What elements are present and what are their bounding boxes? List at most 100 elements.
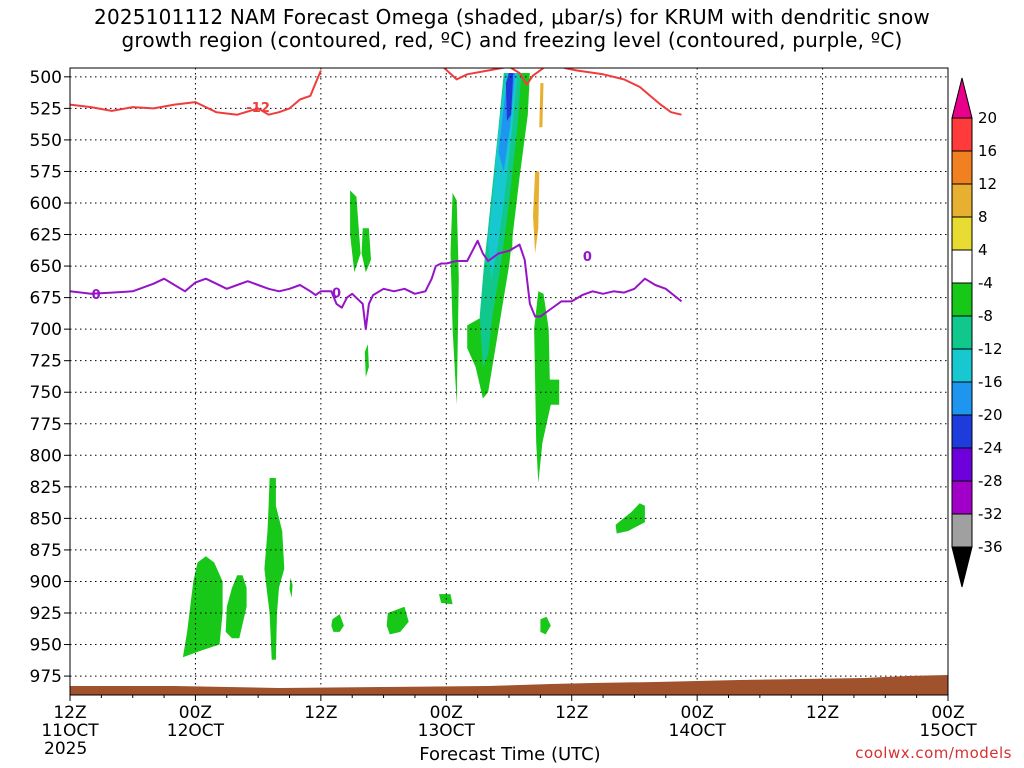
colorbar-label-0: 20 xyxy=(978,109,997,127)
chart-title-line-2: growth region (contoured, red, ºC) and f… xyxy=(121,28,903,52)
omega-region-5 xyxy=(361,228,371,273)
credit-link[interactable]: coolwx.com/models xyxy=(855,744,1012,762)
colorbar-band-8 xyxy=(951,348,973,383)
freezing-level-contour xyxy=(70,239,683,331)
x-tick-date-36: 13OCT xyxy=(418,721,476,741)
chart-title: 2025101112 NAM Forecast Omega (shaded, μ… xyxy=(0,6,1024,52)
omega-region-27 xyxy=(331,614,344,632)
colorbar-label-2: 12 xyxy=(978,175,997,193)
year-label: 2025 xyxy=(44,739,88,759)
colorbar-label-12: -32 xyxy=(978,505,1003,523)
omega-region-28 xyxy=(386,606,409,635)
colorbar-band-5 xyxy=(951,249,973,284)
colorbar-label-7: -12 xyxy=(978,340,1003,358)
colorbar-band-10 xyxy=(951,414,973,449)
x-tick-label-12: 00Z xyxy=(179,703,212,723)
y-tick-label-775: 775 xyxy=(30,415,62,435)
omega-shading xyxy=(182,73,645,660)
y-tick-label-650: 650 xyxy=(30,257,62,277)
colorbar-label-9: -20 xyxy=(978,406,1003,424)
colorbar-label-1: 16 xyxy=(978,142,997,160)
x-tick-label-84: 00Z xyxy=(931,703,964,723)
colorbar-label-8: -16 xyxy=(978,373,1003,391)
colorbar-label-5: -4 xyxy=(978,274,993,292)
omega-region-8 xyxy=(397,76,407,128)
x-tick-date-84: 15OCT xyxy=(919,721,977,741)
colorbar-label-13: -36 xyxy=(978,538,1003,556)
y-tick-label-675: 675 xyxy=(30,289,62,309)
x-tick-date-0: 11OCT xyxy=(41,721,99,741)
y-tick-label-725: 725 xyxy=(30,352,62,372)
colorbar-label-4: 4 xyxy=(978,241,988,259)
dendritic-snow-label: -12 xyxy=(246,101,270,116)
colorbar-band-13 xyxy=(951,513,973,548)
y-axis-ticks: 500 525 550 575 600 625 650 675 700 725 750 775 800 8… xyxy=(30,68,70,687)
omega-region-0 xyxy=(284,73,315,134)
colorbar-bottom-arrow xyxy=(951,546,973,588)
terrain-surface xyxy=(70,675,948,695)
omega-region-24 xyxy=(225,575,247,639)
colorbar-label-10: -24 xyxy=(978,439,1003,457)
colorbar-band-9 xyxy=(951,381,973,416)
x-tick-date-60: 14OCT xyxy=(669,721,727,741)
colorbar-label-11: -28 xyxy=(978,472,1003,490)
x-axis-label: Forecast Time (UTC) xyxy=(419,744,601,765)
colorbar-band-1 xyxy=(951,117,973,152)
dendritic-snow-contour xyxy=(70,70,322,116)
colorbar-band-11 xyxy=(951,447,973,482)
colorbar-band-6 xyxy=(951,282,973,317)
grid-lines xyxy=(70,68,948,695)
x-tick-label-60: 00Z xyxy=(681,703,714,723)
y-tick-label-750: 750 xyxy=(30,383,62,403)
omega-region-20 xyxy=(533,171,540,254)
y-tick-label-900: 900 xyxy=(30,572,62,592)
y-tick-label-550: 550 xyxy=(30,131,62,151)
omega-region-22 xyxy=(534,291,560,484)
y-tick-label-625: 625 xyxy=(30,226,62,246)
colorbar-band-2 xyxy=(951,150,973,185)
omega-region-32 xyxy=(509,541,513,563)
y-tick-label-700: 700 xyxy=(30,320,62,340)
omega-region-10 xyxy=(329,455,335,513)
omega-region-30 xyxy=(540,616,551,635)
omega-region-23 xyxy=(182,556,223,658)
omega-region-1 xyxy=(297,73,307,96)
colorbar-band-4 xyxy=(951,216,973,251)
freezing-level-label-0: 0 xyxy=(92,288,101,303)
omega-region-4 xyxy=(350,190,361,273)
y-tick-label-825: 825 xyxy=(30,478,62,498)
y-tick-label-575: 575 xyxy=(30,162,62,182)
colorbar-label-6: -8 xyxy=(978,307,993,325)
terrain-fill xyxy=(70,675,948,695)
freezing-level-label-1: 0 xyxy=(332,287,341,302)
dendritic-snow-contour-b xyxy=(443,68,545,86)
x-tick-label-36: 00Z xyxy=(430,703,463,723)
omega-region-25 xyxy=(264,478,285,660)
y-tick-label-975: 975 xyxy=(30,667,62,687)
colorbar: 20 16 12 8 4 -4 -8 -12 -16 -20 -24 -28 -32 -36 xyxy=(951,77,1003,588)
y-tick-label-500: 500 xyxy=(30,68,62,88)
omega-region-2 xyxy=(266,187,274,241)
colorbar-band-3 xyxy=(951,183,973,218)
y-tick-label-925: 925 xyxy=(30,604,62,624)
omega-region-6 xyxy=(451,152,460,203)
y-tick-label-950: 950 xyxy=(30,636,62,656)
omega-region-18 xyxy=(505,73,514,121)
x-tick-label-24: 12Z xyxy=(304,703,337,723)
x-tick-label-72: 12Z xyxy=(806,703,839,723)
omega-region-3 xyxy=(331,203,337,279)
dendritic-snow-contour-c xyxy=(564,68,682,116)
y-tick-label-875: 875 xyxy=(30,541,62,561)
omega-region-9 xyxy=(371,430,399,500)
colorbar-band-12 xyxy=(951,480,973,515)
contour-lines: -12 0 0 0 xyxy=(70,68,683,331)
colorbar-label-3: 8 xyxy=(978,208,988,226)
colorbar-top-arrow xyxy=(951,77,973,119)
omega-region-21 xyxy=(539,83,544,128)
y-tick-label-600: 600 xyxy=(30,194,62,214)
colorbar-band-7 xyxy=(951,315,973,350)
x-tick-date-12: 12OCT xyxy=(167,721,225,741)
y-tick-label-525: 525 xyxy=(30,99,62,119)
